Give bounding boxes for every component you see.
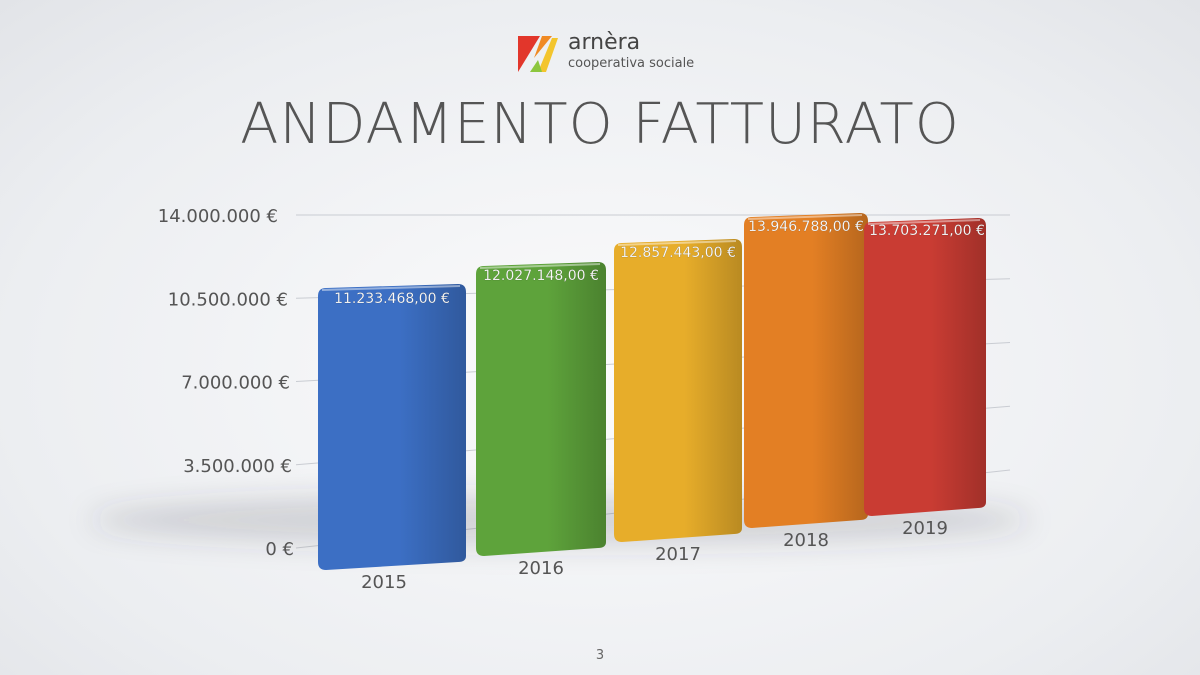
x-tick-label: 2018	[783, 530, 829, 551]
logo-mark-icon	[518, 36, 558, 72]
y-tick-label: 10.500.000 €	[168, 289, 288, 310]
y-tick-label: 7.000.000 €	[181, 373, 290, 394]
page-number: 3	[595, 648, 605, 663]
bar-value-label: 12.027.148,00 €	[483, 268, 599, 284]
y-tick-label: 14.000.000 €	[158, 206, 278, 227]
x-tick-label: 2015	[361, 572, 407, 593]
bar-value-label: 11.233.468,00 €	[334, 291, 450, 307]
bar-2018	[744, 213, 868, 528]
labels-layer: 0 € 3.500.000 € 7.000.000 € 10.500.000 € 14.…	[158, 206, 985, 593]
bar-value-label: 13.946.788,00 €	[748, 219, 864, 235]
bar-2015	[318, 284, 466, 570]
bar-2017	[614, 239, 742, 542]
y-tick-label: 3.500.000 €	[183, 456, 292, 477]
bars-layer	[318, 213, 986, 570]
page-title: ANDAMENTO FATTURATO	[240, 92, 960, 157]
bar-highlight	[321, 285, 461, 291]
bar-2019	[864, 218, 986, 516]
bar-highlight	[747, 214, 863, 220]
x-tick-label: 2019	[902, 518, 948, 539]
bar-value-label: 13.703.271,00 €	[869, 223, 985, 239]
logo: arnèra cooperativa sociale	[516, 30, 696, 74]
logo-name: arnèra	[568, 30, 641, 55]
bar-highlight	[617, 240, 737, 246]
bar-highlight	[479, 263, 601, 269]
x-tick-label: 2016	[518, 558, 564, 579]
bar-2016	[476, 262, 606, 556]
bar-highlight	[867, 219, 981, 225]
x-tick-label: 2017	[655, 544, 701, 565]
y-tick-label: 0 €	[265, 539, 294, 560]
bar-value-label: 12.857.443,00 €	[620, 245, 736, 261]
logo-subtitle: cooperativa sociale	[568, 56, 695, 71]
